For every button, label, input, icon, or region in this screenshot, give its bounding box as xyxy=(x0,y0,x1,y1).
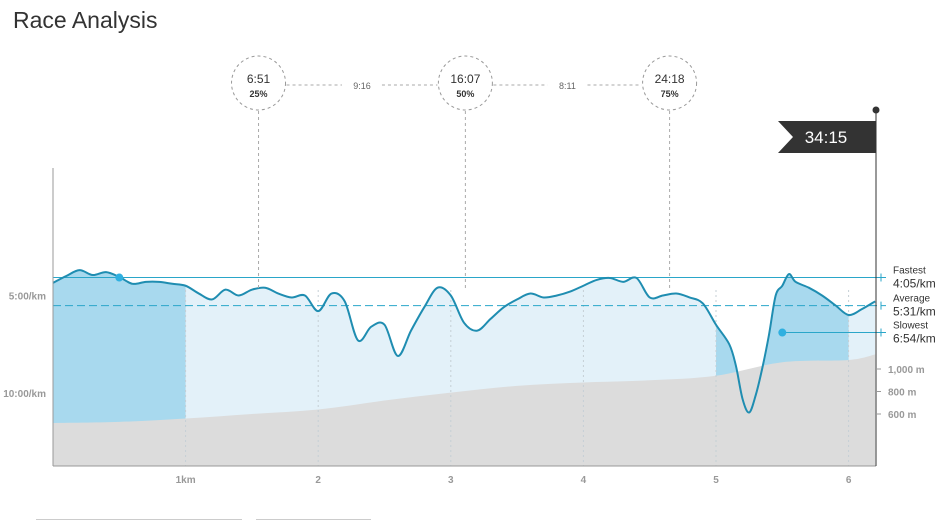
split-percent-2: 50% xyxy=(456,89,474,99)
split-markers: 6:51 25% 16:07 50% 24:18 75% 9:16 8:11 xyxy=(231,55,698,290)
km-gridlines xyxy=(185,290,850,466)
bottom-tab-1[interactable] xyxy=(36,519,242,524)
y-tick-pace-1: 5:00/km xyxy=(9,292,46,303)
reference-value-average: 5:31/km xyxy=(893,305,936,319)
fastest-marker xyxy=(115,273,124,282)
reference-value-fastest: 4:05/km xyxy=(893,277,936,291)
pace-line xyxy=(52,269,876,414)
y-tick-elevation-1: 1,000 m xyxy=(888,365,925,376)
pace-line-path xyxy=(52,269,876,414)
x-tick-4: 4 xyxy=(581,475,587,486)
finish-time: 34:15 xyxy=(805,128,848,147)
split-gap-2: 8:11 xyxy=(559,81,576,91)
axis-labels: 1km 2 3 4 5 6 5:00/km 10:00/km 1,000 m 800 m 600 m… xyxy=(3,266,936,486)
split-time-2: 16:07 xyxy=(450,72,480,86)
reference-label-average: Average xyxy=(893,294,931,305)
split-percent-1: 25% xyxy=(250,89,268,99)
x-tick-6: 6 xyxy=(846,475,852,486)
split-circle-3 xyxy=(642,55,698,111)
x-tick-3: 3 xyxy=(448,475,454,486)
reference-value-slowest: 6:54/km xyxy=(893,332,936,346)
x-tick-2: 2 xyxy=(315,475,321,486)
finish-flag-shape xyxy=(778,121,876,153)
finish-flag: 34:15 xyxy=(778,121,876,153)
reference-label-fastest: Fastest xyxy=(893,266,926,277)
split-percent-3: 75% xyxy=(661,89,679,99)
y-tick-pace-2: 10:00/km xyxy=(3,389,46,400)
elevation-area xyxy=(53,354,876,466)
chart-axes xyxy=(52,106,880,467)
split-time-3: 24:18 xyxy=(655,72,685,86)
split-gap-1: 9:16 xyxy=(353,81,371,91)
x-tick-5: 5 xyxy=(713,475,719,486)
finish-pole-top xyxy=(872,106,880,114)
split-circle-1 xyxy=(231,55,287,111)
y-tick-elevation-2: 800 m xyxy=(888,388,916,399)
reference-label-slowest: Slowest xyxy=(893,321,928,332)
x-tick-1: 1km xyxy=(176,475,196,486)
elevation-fill xyxy=(53,354,876,466)
reference-lines xyxy=(53,273,886,337)
page-title: Race Analysis xyxy=(13,7,158,33)
highlight-band-1 xyxy=(53,270,186,466)
split-circle-2 xyxy=(437,55,493,111)
y-tick-elevation-3: 600 m xyxy=(888,410,916,421)
split-time-1: 6:51 xyxy=(247,72,271,86)
slowest-marker xyxy=(778,328,787,337)
bottom-tab-2[interactable] xyxy=(256,519,371,524)
